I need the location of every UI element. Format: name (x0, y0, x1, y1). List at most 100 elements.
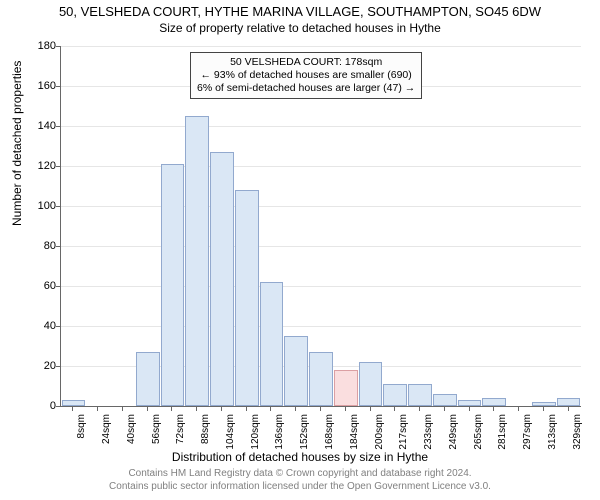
xtick-mark (97, 406, 98, 411)
xtick-mark (270, 406, 271, 411)
bar (482, 398, 506, 406)
xtick-mark (419, 406, 420, 411)
chart-subtitle: Size of property relative to detached ho… (0, 19, 600, 35)
ytick-label: 100 (20, 200, 56, 212)
xtick-label: 233sqm (423, 414, 434, 474)
x-axis-label: Distribution of detached houses by size … (0, 450, 600, 464)
chart-container: 50, VELSHEDA COURT, HYTHE MARINA VILLAGE… (0, 0, 600, 500)
gridline (61, 206, 581, 207)
annotation-line: 50 VELSHEDA COURT: 178sqm (197, 56, 415, 69)
gridline (61, 286, 581, 287)
bar (557, 398, 581, 406)
footer-line: Contains HM Land Registry data © Crown c… (0, 468, 600, 481)
ytick-mark (56, 46, 61, 47)
xtick-mark (518, 406, 519, 411)
xtick-label: 200sqm (374, 414, 385, 474)
xtick-mark (370, 406, 371, 411)
xtick-label: 313sqm (547, 414, 558, 474)
xtick-label: 184sqm (349, 414, 360, 474)
xtick-label: 56sqm (151, 414, 162, 474)
annotation-line: ← 93% of detached houses are smaller (69… (197, 69, 415, 82)
bar (235, 190, 259, 406)
xtick-label: 88sqm (200, 414, 211, 474)
xtick-mark (320, 406, 321, 411)
ytick-label: 60 (20, 280, 56, 292)
footer: Contains HM Land Registry data © Crown c… (0, 468, 600, 493)
xtick-label: 104sqm (225, 414, 236, 474)
xtick-label: 265sqm (473, 414, 484, 474)
xtick-label: 120sqm (250, 414, 261, 474)
xtick-mark (444, 406, 445, 411)
ytick-label: 140 (20, 120, 56, 132)
ytick-label: 120 (20, 160, 56, 172)
ytick-label: 40 (20, 320, 56, 332)
bar-highlight (334, 370, 358, 406)
annotation-line: 6% of semi-detached houses are larger (4… (197, 82, 415, 95)
xtick-mark (543, 406, 544, 411)
xtick-label: 249sqm (448, 414, 459, 474)
ytick-mark (56, 406, 61, 407)
annotation-box: 50 VELSHEDA COURT: 178sqm ← 93% of detac… (190, 52, 422, 99)
xtick-label: 8sqm (76, 414, 87, 474)
xtick-mark (196, 406, 197, 411)
bar (408, 384, 432, 406)
bar (210, 152, 234, 406)
xtick-label: 281sqm (497, 414, 508, 474)
xtick-mark (246, 406, 247, 411)
bar (359, 362, 383, 406)
chart-title: 50, VELSHEDA COURT, HYTHE MARINA VILLAGE… (0, 0, 600, 19)
xtick-mark (295, 406, 296, 411)
ytick-label: 160 (20, 80, 56, 92)
bar (284, 336, 308, 406)
xtick-mark (221, 406, 222, 411)
ytick-label: 0 (20, 400, 56, 412)
ytick-mark (56, 206, 61, 207)
xtick-label: 72sqm (175, 414, 186, 474)
ytick-mark (56, 126, 61, 127)
xtick-mark (122, 406, 123, 411)
chart-area: 50 VELSHEDA COURT: 178sqm ← 93% of detac… (60, 46, 580, 406)
gridline (61, 326, 581, 327)
xtick-label: 217sqm (398, 414, 409, 474)
bar (62, 400, 86, 406)
xtick-mark (394, 406, 395, 411)
bar (383, 384, 407, 406)
ytick-mark (56, 246, 61, 247)
xtick-label: 40sqm (126, 414, 137, 474)
xtick-mark (171, 406, 172, 411)
bar (260, 282, 284, 406)
ytick-mark (56, 166, 61, 167)
footer-line: Contains public sector information licen… (0, 481, 600, 494)
ytick-label: 180 (20, 40, 56, 52)
xtick-label: 24sqm (101, 414, 112, 474)
xtick-mark (72, 406, 73, 411)
xtick-label: 329sqm (572, 414, 583, 474)
gridline (61, 246, 581, 247)
gridline (61, 46, 581, 47)
bar (136, 352, 160, 406)
bar (532, 402, 556, 406)
xtick-mark (147, 406, 148, 411)
bar (185, 116, 209, 406)
ytick-label: 80 (20, 240, 56, 252)
bar (161, 164, 185, 406)
ytick-label: 20 (20, 360, 56, 372)
bar (458, 400, 482, 406)
ytick-mark (56, 366, 61, 367)
xtick-mark (493, 406, 494, 411)
xtick-mark (345, 406, 346, 411)
xtick-mark (469, 406, 470, 411)
ytick-mark (56, 286, 61, 287)
gridline (61, 166, 581, 167)
xtick-label: 297sqm (522, 414, 533, 474)
gridline (61, 126, 581, 127)
xtick-label: 152sqm (299, 414, 310, 474)
xtick-label: 136sqm (274, 414, 285, 474)
xtick-mark (568, 406, 569, 411)
bar (433, 394, 457, 406)
ytick-mark (56, 326, 61, 327)
bar (309, 352, 333, 406)
plot-area (60, 46, 581, 407)
ytick-mark (56, 86, 61, 87)
xtick-label: 168sqm (324, 414, 335, 474)
